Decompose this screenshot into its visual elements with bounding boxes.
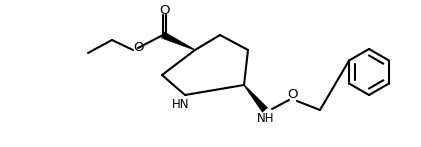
Text: O: O: [159, 4, 169, 16]
Text: O: O: [133, 41, 143, 54]
Polygon shape: [244, 85, 268, 112]
Text: O: O: [288, 87, 298, 101]
Text: HN: HN: [172, 97, 190, 111]
Text: NH: NH: [257, 112, 275, 126]
Polygon shape: [162, 32, 195, 50]
